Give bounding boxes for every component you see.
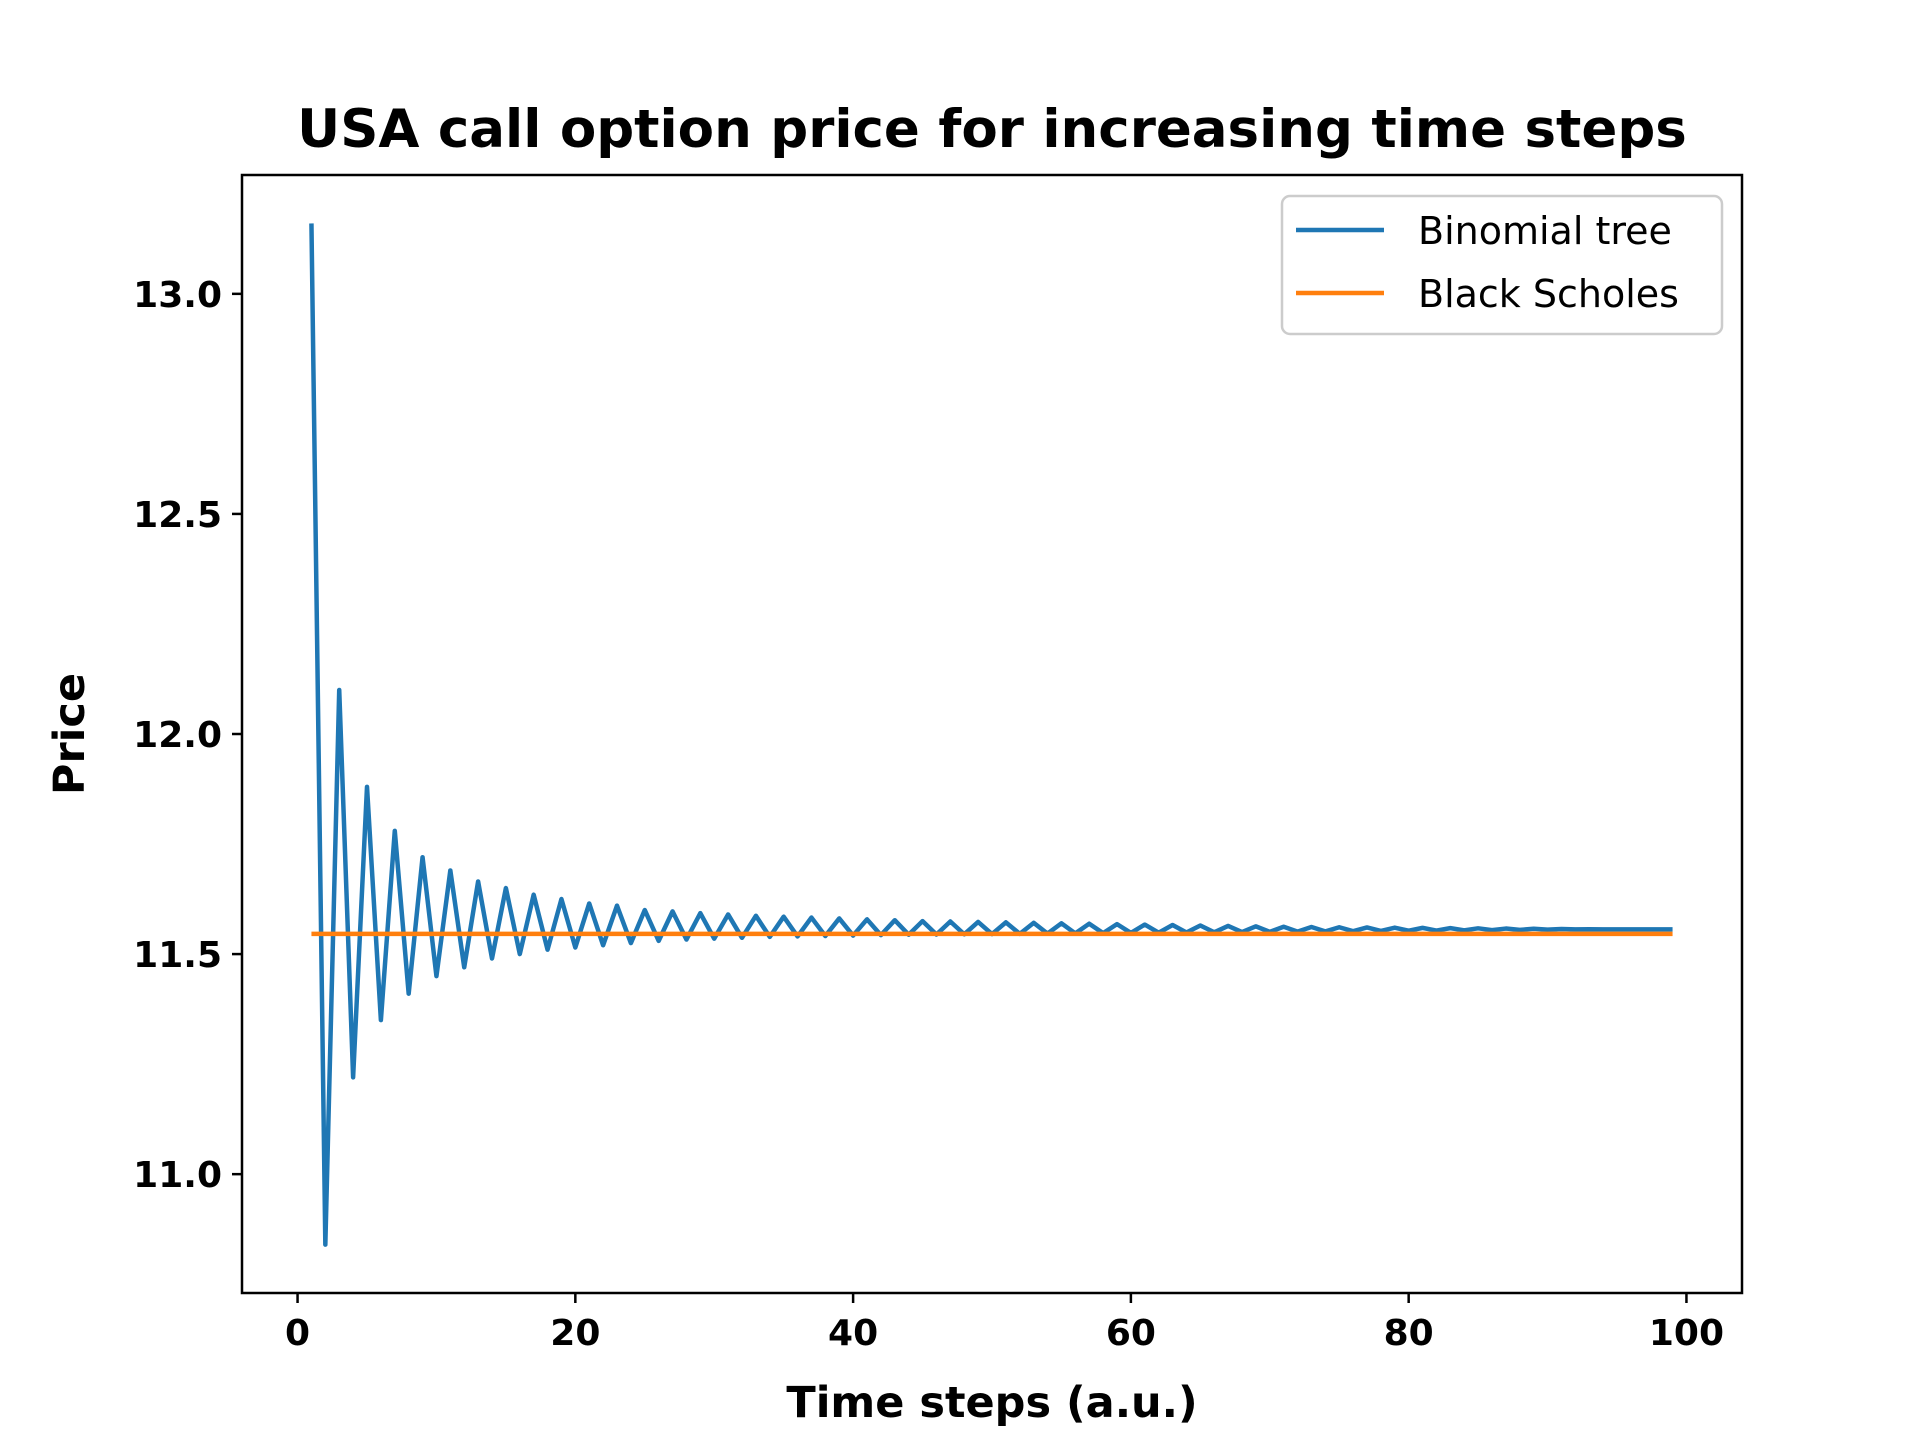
x-tick-label: 80 (1384, 1313, 1434, 1354)
plot-frame (240, 173, 1744, 1295)
chart-title: USA call option price for increasing tim… (297, 99, 1687, 160)
x-tick-label: 20 (550, 1313, 600, 1354)
x-tick-label: 0 (285, 1313, 310, 1354)
x-tick-label: 60 (1106, 1313, 1156, 1354)
y-tick-label: 12.5 (133, 495, 222, 536)
x-tick-label: 40 (828, 1313, 878, 1354)
x-axis-ticks: 0 20 40 60 80 100 (285, 1293, 1724, 1354)
y-tick-label: 11.0 (133, 1155, 222, 1196)
series-line-0 (309, 223, 1673, 1247)
y-tick-label: 11.5 (133, 935, 222, 976)
series-layer (309, 223, 1673, 1247)
y-axis-label: Price (45, 673, 95, 795)
x-axis-label: Time steps (a.u.) (786, 1378, 1197, 1428)
legend-label-black-scholes: Black Scholes (1418, 272, 1679, 316)
plot-area (309, 223, 1673, 1247)
legend-label-binomial: Binomial tree (1418, 209, 1672, 253)
legend-frame (1280, 194, 1724, 336)
y-tick-label: 13.0 (133, 275, 222, 316)
legend: Binomial tree Black Scholes (1280, 194, 1724, 336)
x-tick-label: 100 (1649, 1313, 1724, 1354)
y-axis-ticks: 11.0 11.5 12.0 12.5 13.0 (133, 275, 242, 1196)
y-tick-label: 12.0 (133, 715, 222, 756)
